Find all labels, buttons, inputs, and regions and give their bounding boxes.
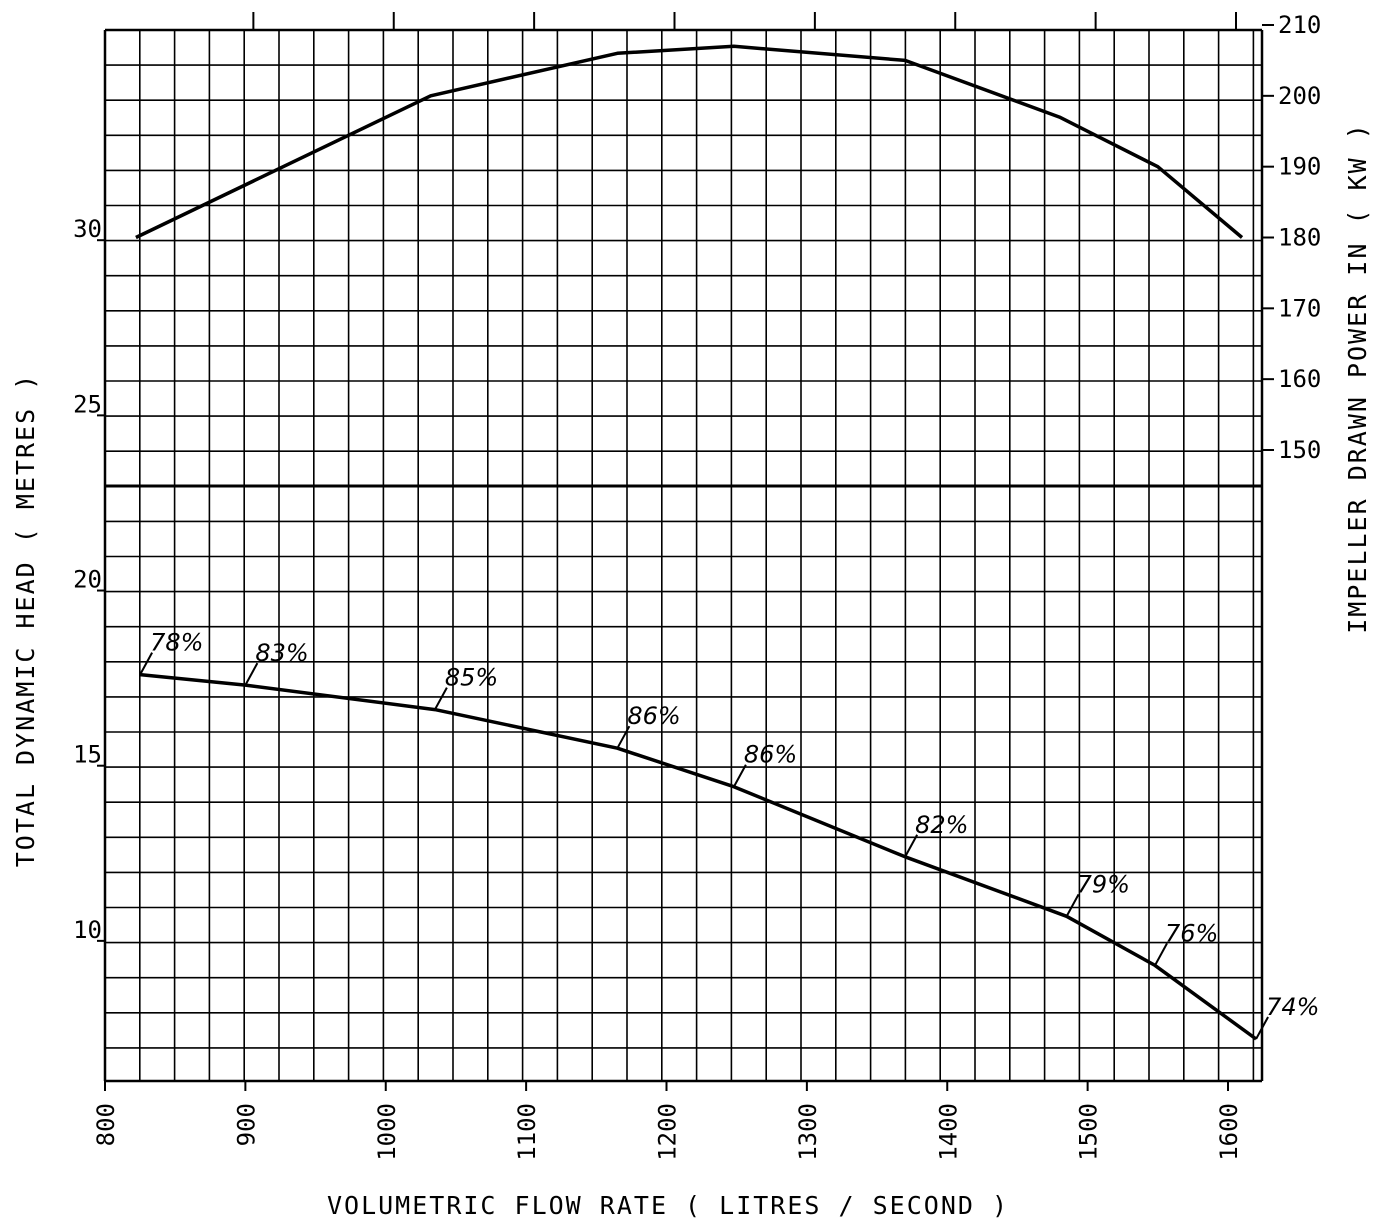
left-y-tick-label: 20 <box>73 566 102 594</box>
left-y-tick-label: 10 <box>73 916 102 944</box>
efficiency-leader <box>434 687 448 711</box>
efficiency-label: 79% <box>1077 870 1130 898</box>
x-tick-label: 1400 <box>934 1103 962 1161</box>
axis-ticks: 800 900 1000 1100 1200 1300 1400 1500 1600 10 15 20… <box>73 11 1321 1161</box>
x-tick-label: 900 <box>232 1103 260 1146</box>
efficiency-label: 76% <box>1165 919 1218 947</box>
efficiency-label: 83% <box>255 639 308 667</box>
left-y-tick-label: 30 <box>73 215 102 243</box>
power-curve <box>135 44 1244 240</box>
efficiency-label: 86% <box>627 702 680 730</box>
chart-frame <box>103 28 1264 1083</box>
right-y-tick-label: 180 <box>1278 224 1321 252</box>
grid <box>105 30 1262 1081</box>
efficiency-leader <box>1154 942 1168 966</box>
efficiency-label: 78% <box>150 629 203 657</box>
labels-layer: 78% 83% 85% 86% 86% 82% 79% 76% 74% <box>139 629 1319 1040</box>
efficiency-leader <box>139 652 153 676</box>
left-y-axis-title: TOTAL DYNAMIC HEAD ( METRES ) <box>11 373 40 868</box>
x-tick-label: 1000 <box>373 1103 401 1161</box>
efficiency-leader <box>616 725 631 749</box>
right-y-axis-title: IMPELLER DRAWN POWER IN ( KW ) <box>1343 122 1372 634</box>
x-tick-label: 800 <box>92 1103 120 1146</box>
efficiency-leader <box>1065 893 1080 917</box>
x-tick-label: 1100 <box>513 1103 541 1161</box>
x-tick-label: 1500 <box>1075 1103 1103 1161</box>
efficiency-leader <box>244 662 259 686</box>
right-y-tick-label: 210 <box>1278 11 1321 39</box>
x-axis-title: VOLUMETRIC FLOW RATE ( LITRES / SECOND ) <box>327 1191 1009 1220</box>
head-curve <box>139 672 1258 1041</box>
efficiency-label: 85% <box>445 664 498 692</box>
left-y-tick-label: 15 <box>73 741 102 769</box>
right-y-tick-label: 160 <box>1278 365 1321 393</box>
efficiency-leader <box>1255 1016 1269 1040</box>
left-y-tick-label: 25 <box>73 390 102 418</box>
x-tick-label: 1600 <box>1215 1103 1243 1161</box>
right-y-tick-label: 190 <box>1278 153 1321 181</box>
right-y-tick-label: 170 <box>1278 294 1321 322</box>
right-y-tick-label: 150 <box>1278 436 1321 464</box>
efficiency-label: 82% <box>915 811 968 839</box>
efficiency-label: 86% <box>744 741 797 769</box>
efficiency-leader <box>733 764 747 788</box>
x-tick-label: 1200 <box>654 1103 682 1161</box>
efficiency-label: 74% <box>1266 993 1319 1021</box>
efficiency-leader <box>904 834 919 858</box>
x-tick-label: 1300 <box>794 1103 822 1161</box>
right-y-tick-label: 200 <box>1278 82 1321 110</box>
